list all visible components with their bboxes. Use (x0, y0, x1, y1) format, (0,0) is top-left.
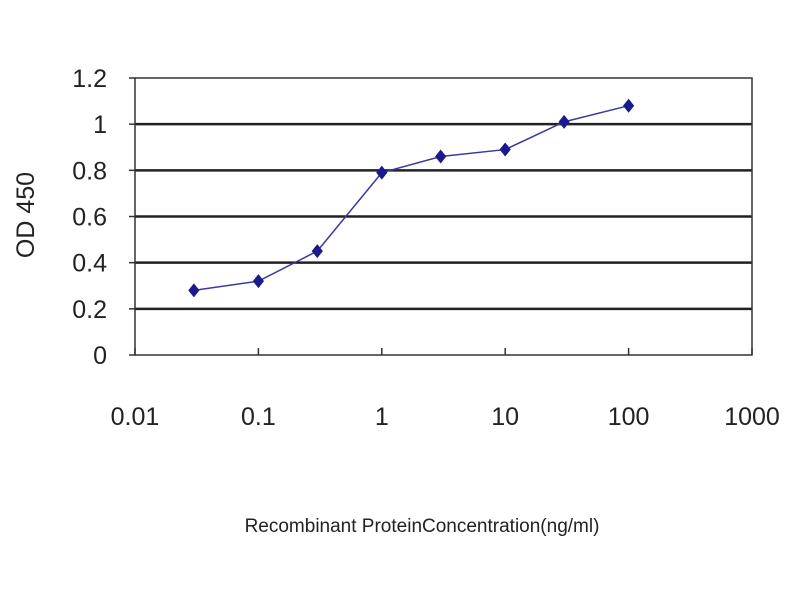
x-tick-label: 1000 (724, 403, 780, 431)
data-point (376, 165, 388, 180)
gridlines (135, 122, 752, 311)
x-tick-label: 0.01 (111, 403, 160, 431)
data-point (252, 274, 264, 289)
x-tick-label: 1 (375, 403, 389, 431)
series-line (193, 104, 629, 292)
data-point (499, 142, 511, 157)
x-tick-label: 0.1 (241, 403, 276, 431)
data-point (623, 98, 635, 113)
y-tick-label: 0 (93, 342, 107, 370)
x-axis-ticks: 0.01 0.1 1 10 100 1000 (111, 348, 780, 431)
y-axis-label: OD 450 (12, 172, 40, 258)
y-tick-label: 0.4 (72, 250, 107, 278)
y-tick-label: 0.8 (72, 157, 107, 185)
data-point (558, 114, 570, 129)
x-tick-label: 100 (608, 403, 650, 431)
y-tick-label: 1 (93, 111, 107, 139)
y-tick-label: 0.2 (72, 296, 107, 324)
y-tick-label: 1.2 (72, 65, 107, 93)
data-point (311, 244, 323, 259)
x-axis-label: Recombinant ProteinConcentration(ng/ml) (245, 516, 600, 537)
data-point (435, 149, 447, 164)
y-axis-ticks: 0 0.2 0.4 0.6 0.8 1 1.2 (72, 65, 135, 370)
data-point (188, 283, 200, 298)
y-tick-label: 0.6 (72, 204, 107, 232)
series (188, 98, 635, 298)
x-tick-label: 10 (491, 403, 519, 431)
